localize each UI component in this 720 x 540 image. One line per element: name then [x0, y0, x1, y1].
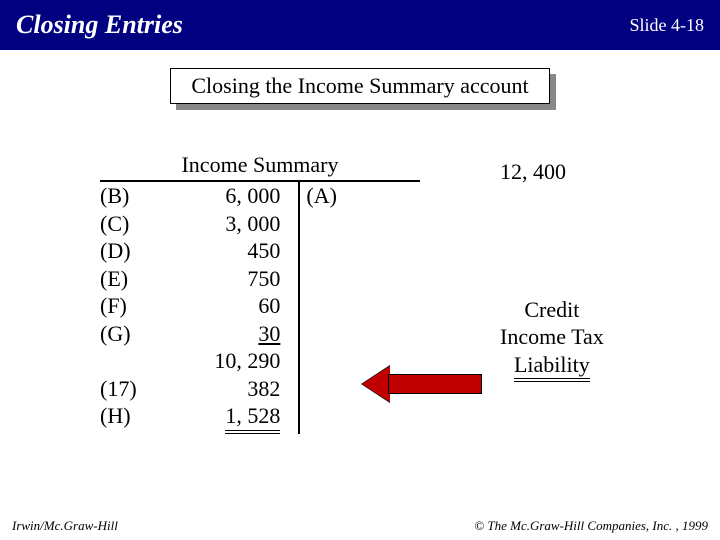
subtitle-container: Closing the Income Summary account [0, 68, 720, 104]
debit-label: (17) [100, 375, 176, 403]
debit-label: (H) [100, 402, 176, 434]
debit-value: 30 [176, 320, 290, 348]
title-bar: Closing Entries Slide 4-18 [0, 0, 720, 50]
debit-value: 60 [176, 292, 290, 320]
slide-number: Slide 4-18 [630, 15, 705, 36]
credit-amount: 12, 400 [500, 158, 604, 186]
credit-label: (A) [306, 182, 357, 210]
debit-label: (B) [100, 182, 176, 210]
slide-title: Closing Entries [16, 10, 183, 40]
arrow-left-icon [362, 366, 482, 402]
debit-label: (C) [100, 210, 176, 238]
debit-label: (D) [100, 237, 176, 265]
credit-value [358, 182, 420, 210]
credit-text-line: Liability [500, 351, 604, 383]
debit-label: (G) [100, 320, 176, 348]
debit-value: 3, 000 [176, 210, 290, 238]
debit-value: 450 [176, 237, 290, 265]
debit-label: (F) [100, 292, 176, 320]
footer: Irwin/Mc.Graw-Hill © The Mc.Graw-Hill Co… [0, 518, 720, 534]
subtitle-box: Closing the Income Summary account [170, 68, 549, 104]
debit-subtotal: 10, 290 [176, 347, 290, 375]
debit-value: 750 [176, 265, 290, 293]
credit-text-line: Income Tax [500, 323, 604, 351]
footer-right: © The Mc.Graw-Hill Companies, Inc. , 199… [474, 518, 708, 534]
debit-value: 1, 528 [176, 402, 290, 434]
debit-column: (B)6, 000 (C)3, 000 (D)450 (E)750 (F)60 … [100, 182, 298, 434]
debit-value: 6, 000 [176, 182, 290, 210]
credit-side-block: 12, 400 Credit Income Tax Liability [500, 158, 604, 382]
debit-label: (E) [100, 265, 176, 293]
footer-left: Irwin/Mc.Graw-Hill [12, 518, 118, 534]
debit-value: 382 [176, 375, 290, 403]
t-account-header: Income Summary [100, 152, 420, 180]
credit-text-line: Credit [500, 296, 604, 324]
